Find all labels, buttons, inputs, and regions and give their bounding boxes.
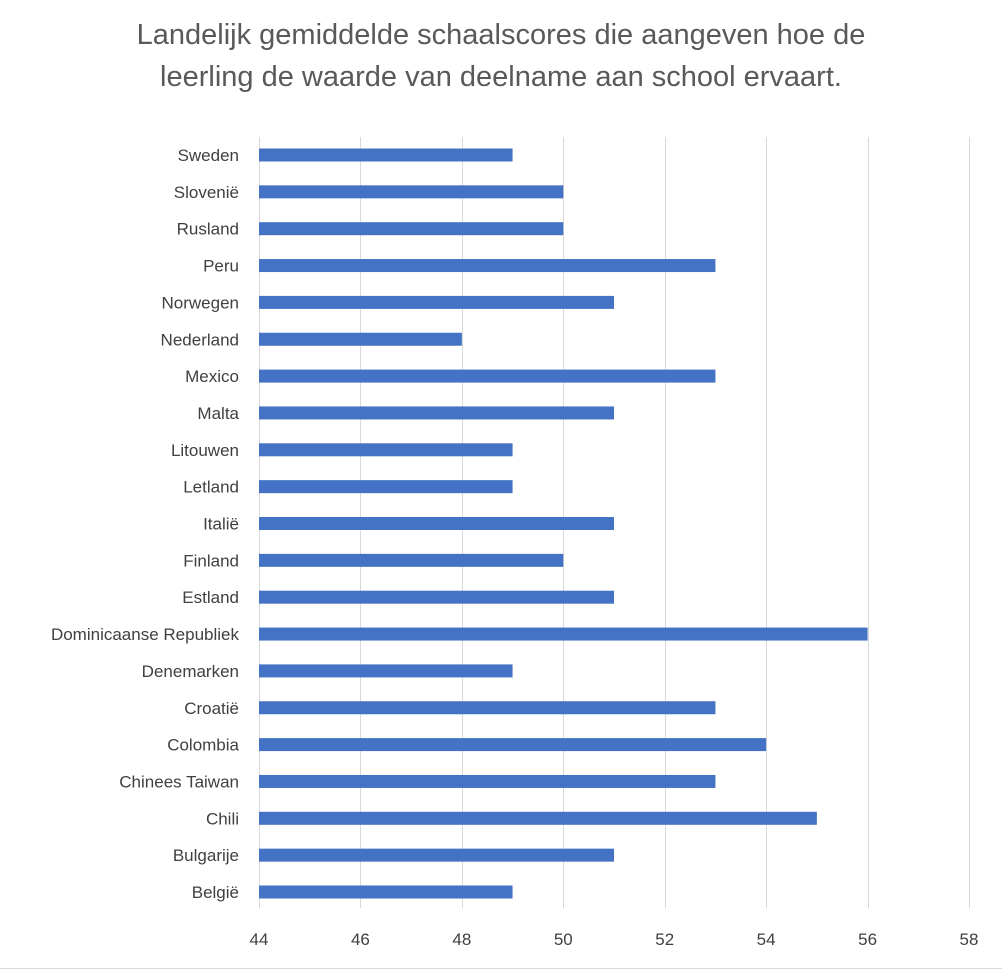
chart-title-line-1: Landelijk gemiddelde schaalscores die aa… — [136, 19, 866, 51]
category-label: België — [192, 883, 239, 902]
bar — [259, 369, 716, 383]
bar — [259, 811, 817, 825]
bar — [259, 885, 513, 899]
category-label: Sweden — [178, 146, 239, 165]
bar — [259, 664, 513, 678]
category-label: Peru — [203, 257, 239, 276]
bars — [259, 148, 868, 899]
bar — [259, 148, 513, 162]
category-label: Chili — [206, 809, 239, 828]
bar — [259, 222, 564, 236]
chart-title: Landelijk gemiddelde schaalscores die aa… — [0, 14, 1002, 98]
x-tick-label: 56 — [858, 930, 877, 949]
bar — [259, 590, 614, 604]
x-tick-label: 58 — [960, 930, 979, 949]
bar — [259, 627, 868, 641]
bar — [259, 738, 767, 752]
category-label: Malta — [197, 404, 239, 423]
category-label: Litouwen — [171, 441, 239, 460]
x-tick-label: 48 — [452, 930, 471, 949]
chart-title-line-2: leerling de waarde van deelname aan scho… — [160, 61, 842, 93]
x-tick-label: 52 — [655, 930, 674, 949]
bar — [259, 517, 614, 530]
category-label: Croatië — [184, 699, 239, 718]
category-label: Letland — [183, 478, 239, 497]
x-tick-label: 50 — [554, 930, 573, 949]
bar — [259, 701, 716, 715]
bar — [259, 295, 614, 309]
x-tick-label: 44 — [250, 930, 269, 949]
category-label: Finland — [183, 551, 239, 570]
category-label: Slovenië — [174, 183, 239, 202]
x-tick-label: 46 — [351, 930, 370, 949]
category-labels: Sweden Slovenië Rusland Peru Norwegen Nederla… — [51, 146, 240, 902]
bottom-divider — [0, 968, 1002, 969]
category-label: Nederland — [161, 330, 239, 349]
category-label: Chinees Taiwan — [119, 772, 239, 791]
bar — [259, 774, 716, 788]
bar — [259, 848, 614, 862]
category-label: Bulgarije — [173, 846, 239, 865]
category-label: Colombia — [167, 736, 239, 755]
x-axis-tick-labels: 44 46 48 50 52 54 56 58 — [250, 930, 979, 949]
x-tick-label: 54 — [757, 930, 776, 949]
bar — [259, 259, 716, 273]
bar — [259, 185, 564, 199]
bar — [259, 443, 513, 457]
category-label: Rusland — [177, 220, 239, 239]
category-label: Mexico — [185, 367, 239, 386]
bar — [259, 406, 614, 420]
category-label: Dominicaanse Republiek — [51, 625, 240, 644]
bar — [259, 553, 564, 567]
category-label: Denemarken — [142, 662, 239, 681]
category-label: Estland — [182, 588, 239, 607]
category-label: Italië — [203, 515, 239, 534]
bar — [259, 480, 513, 494]
category-label: Norwegen — [162, 293, 240, 312]
bar — [259, 332, 462, 346]
